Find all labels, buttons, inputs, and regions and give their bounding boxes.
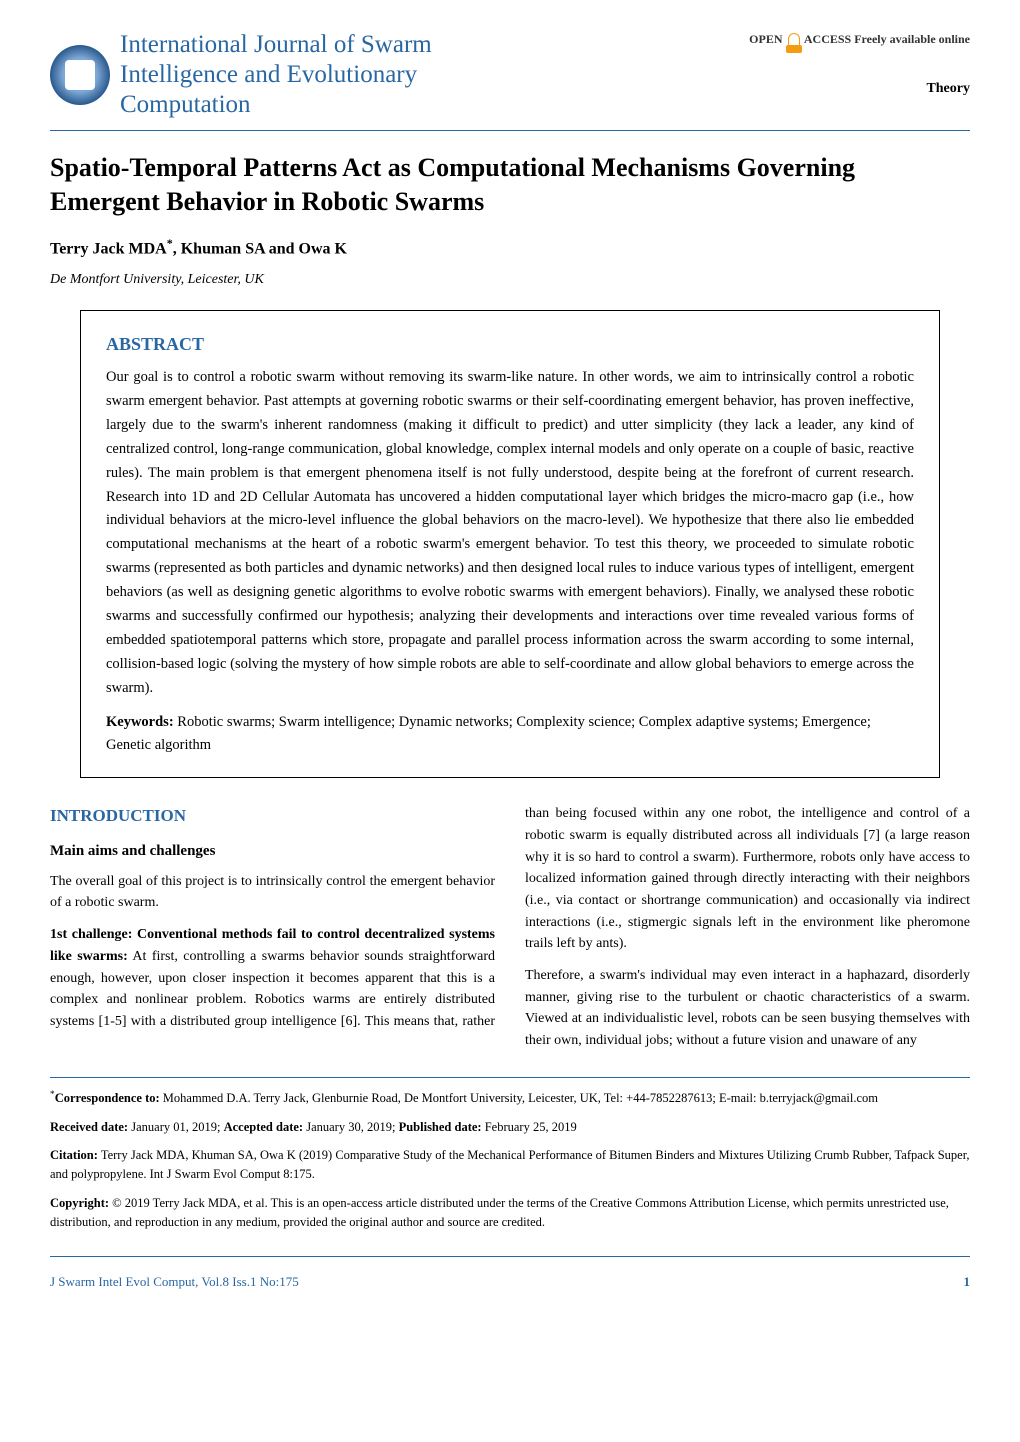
intro-para1: The overall goal of this project is to i… <box>50 871 495 914</box>
correspondence-label: Correspondence to: <box>55 1091 160 1105</box>
authors-line: Terry Jack MDA*, Khuman SA and Owa K <box>50 234 970 261</box>
footer-section: *Correspondence to: Mohammed D.A. Terry … <box>50 1088 970 1232</box>
copyright-line: Copyright: © 2019 Terry Jack MDA, et al.… <box>50 1194 970 1232</box>
affiliation: De Montfort University, Leicester, UK <box>50 269 970 290</box>
body-columns: INTRODUCTION Main aims and challenges Th… <box>50 803 970 1052</box>
open-access-label: OPEN ACCESS Freely available online <box>749 30 970 48</box>
header-row: International Journal of Swarm Intellige… <box>50 30 970 120</box>
authors-rest: , Khuman SA and Owa K <box>173 240 347 257</box>
journal-info: International Journal of Swarm Intellige… <box>50 30 520 120</box>
freely-available-text: Freely available online <box>854 32 970 46</box>
intro-heading: INTRODUCTION <box>50 803 495 829</box>
access-text: ACCESS <box>804 32 851 46</box>
citation-label: Citation: <box>50 1148 98 1162</box>
keywords-text: Robotic swarms; Swarm intelligence; Dyna… <box>106 714 871 753</box>
header-right: OPEN ACCESS Freely available online Theo… <box>749 30 970 99</box>
published-label: Published date: <box>399 1120 482 1134</box>
published-text: February 25, 2019 <box>482 1120 577 1134</box>
accepted-label: Accepted date: <box>224 1120 304 1134</box>
journal-logo-inner <box>65 60 95 90</box>
footer-bottom-divider <box>50 1256 970 1257</box>
journal-ref-footer: J Swarm Intel Evol Comput, Vol.8 Iss.1 N… <box>50 1272 299 1292</box>
dates-line: Received date: January 01, 2019; Accepte… <box>50 1118 970 1137</box>
journal-logo <box>50 45 110 105</box>
page-footer: J Swarm Intel Evol Comput, Vol.8 Iss.1 N… <box>50 1272 970 1292</box>
citation-line: Citation: Terry Jack MDA, Khuman SA, Owa… <box>50 1146 970 1184</box>
copyright-label: Copyright: <box>50 1196 109 1210</box>
abstract-heading: ABSTRACT <box>106 331 914 358</box>
open-text: OPEN <box>749 32 782 46</box>
citation-text: Terry Jack MDA, Khuman SA, Owa K (2019) … <box>50 1148 970 1181</box>
article-title: Spatio-Temporal Patterns Act as Computat… <box>50 151 970 219</box>
footer-top-divider <box>50 1077 970 1078</box>
header-divider <box>50 130 970 131</box>
intro-para3: Therefore, a swarm's individual may even… <box>525 965 970 1052</box>
received-label: Received date: <box>50 1120 128 1134</box>
author-primary: Terry Jack MDA <box>50 240 167 257</box>
abstract-box: ABSTRACT Our goal is to control a roboti… <box>80 310 940 778</box>
correspondence-text: Mohammed D.A. Terry Jack, Glenburnie Roa… <box>160 1091 878 1105</box>
journal-title: International Journal of Swarm Intellige… <box>120 30 520 120</box>
article-type-label: Theory <box>749 78 970 99</box>
accepted-text: January 30, 2019; <box>303 1120 398 1134</box>
keywords-label: Keywords: <box>106 714 174 730</box>
correspondence-line: *Correspondence to: Mohammed D.A. Terry … <box>50 1088 970 1108</box>
received-text: January 01, 2019; <box>128 1120 223 1134</box>
abstract-text: Our goal is to control a robotic swarm w… <box>106 366 914 701</box>
keywords-line: Keywords: Robotic swarms; Swarm intellig… <box>106 711 914 757</box>
copyright-text: © 2019 Terry Jack MDA, et al. This is an… <box>50 1196 949 1229</box>
intro-subheading: Main aims and challenges <box>50 840 495 863</box>
open-access-icon <box>788 33 800 47</box>
page-number: 1 <box>964 1272 971 1292</box>
